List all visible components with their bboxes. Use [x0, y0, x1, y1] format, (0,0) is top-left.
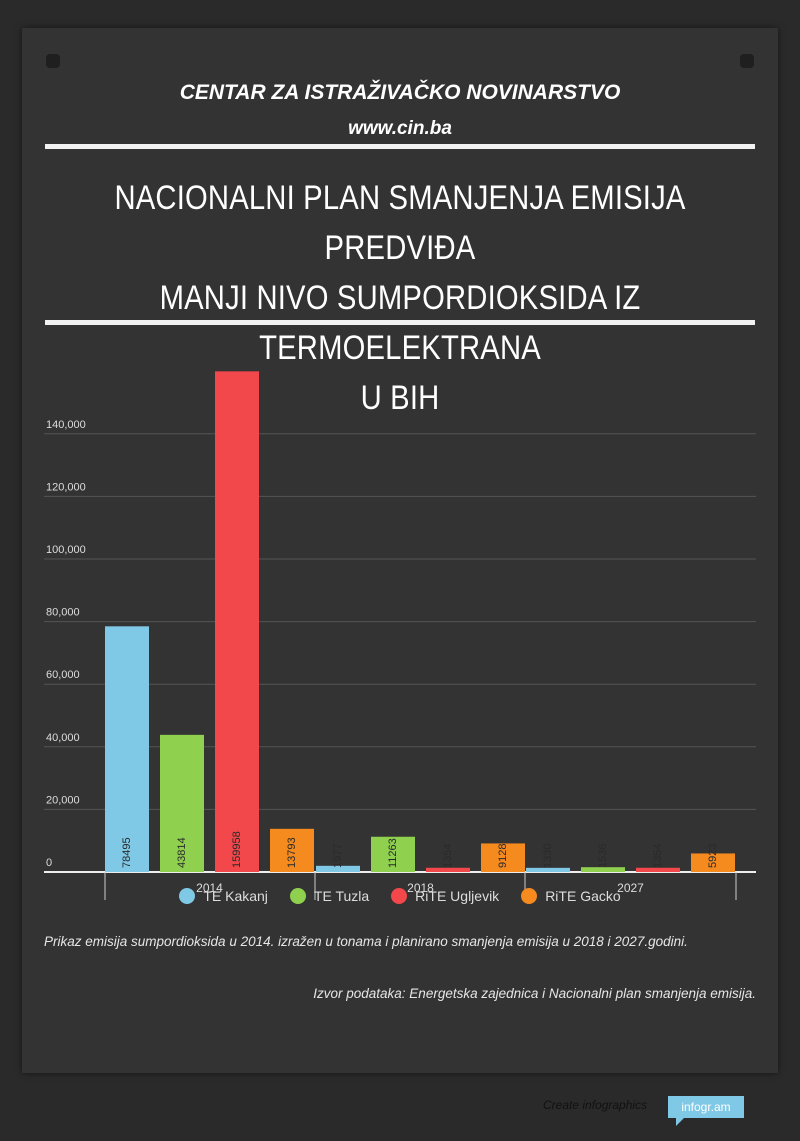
headline-line-2: MANJI NIVO SUMPORDIOKSIDA IZ TERMOELEKTR… [159, 279, 641, 367]
bar-value-label: 1354 [652, 844, 664, 868]
bar-value-label: 11263 [387, 838, 399, 868]
legend-dot-ugljevik-icon [391, 888, 408, 904]
bar [581, 867, 625, 872]
legend-item-ugljevik: RiTE Ugljevik [391, 888, 499, 904]
site-url: www.cin.ba [348, 118, 452, 139]
bar [270, 828, 314, 872]
legend-label-kakanj: TE Kakanj [203, 888, 268, 904]
bar-value-label: 159958 [231, 831, 243, 868]
bar [636, 867, 680, 872]
org-name: CENTAR ZA ISTRAŽIVAČKO NOVINARSTVO [179, 81, 621, 104]
headline-line-3: U BIH [360, 379, 440, 417]
legend-dot-tuzla-icon [289, 888, 306, 904]
bar [426, 867, 470, 872]
bar-value-label: 43814 [176, 837, 188, 868]
header-rule [45, 144, 755, 149]
headline-line-1: NACIONALNI PLAN SMANJENJA EMISIJA PREDVI… [114, 179, 686, 267]
legend-label-gacko: RiTE Gacko [545, 888, 621, 904]
chart-legend: TE Kakanj TE Tuzla RiTE Ugljevik RiTE Ga… [22, 888, 778, 904]
bar [316, 865, 360, 872]
bar-value-label: 13793 [286, 837, 298, 868]
x-category-label: 2014 [196, 881, 223, 895]
y-tick-label: 60,000 [46, 669, 80, 681]
bar-chart: 0 20,000 40,000 60,000 80,000 100,000 120,000 1… [44, 371, 756, 900]
bar [215, 371, 259, 872]
legend-dot-kakanj-icon [179, 888, 196, 904]
headline: NACIONALNI PLAN SMANJENJA EMISIJA PREDVI… [84, 173, 717, 423]
bar [526, 867, 570, 872]
bar-value-label: 78495 [121, 837, 133, 868]
data-source: Izvor podataka: Energetska zajednica i N… [313, 986, 756, 1001]
bar-value-label: 1354 [442, 844, 454, 868]
legend-item-gacko: RiTE Gacko [521, 888, 621, 904]
pin-left-icon [46, 54, 60, 68]
legend-label-ugljevik: RiTE Ugljevik [415, 888, 500, 904]
y-tick-label: 120,000 [46, 481, 86, 493]
y-tick-label: 80,000 [46, 607, 80, 619]
y-tick-label: 40,000 [46, 732, 80, 744]
legend-label-tuzla: TE Tuzla [313, 888, 370, 904]
y-tick-label: 100,000 [46, 544, 86, 556]
x-category-label: 2027 [617, 881, 644, 895]
bar-value-label: 9128 [497, 844, 509, 868]
y-tick-label: 20,000 [46, 794, 80, 806]
footer-infogram-badge[interactable]: infogr.am [668, 1096, 744, 1126]
title-rule [45, 320, 755, 325]
y-tick-label: 0 [46, 857, 52, 869]
bar [691, 853, 735, 872]
chart-caption: Prikaz emisija sumpordioksida u 2014. iz… [44, 934, 688, 949]
y-tick-label: 140,000 [46, 419, 86, 431]
bar-value-label: 1977 [332, 844, 344, 868]
bar-value-label: 5923 [707, 844, 719, 868]
pin-right-icon [740, 54, 754, 68]
legend-item-tuzla: TE Tuzla [289, 888, 370, 904]
footer-create-link[interactable]: Create infographics [543, 1098, 648, 1112]
bar-value-label: 1536 [597, 844, 609, 868]
bar [481, 843, 525, 872]
bar-value-label: 1330 [542, 844, 554, 868]
x-category-label: 2018 [407, 881, 434, 895]
legend-dot-gacko-icon [521, 888, 538, 904]
legend-item-kakanj: TE Kakanj [179, 888, 268, 904]
bar [160, 734, 204, 872]
bar [371, 836, 415, 872]
bar [105, 626, 149, 872]
